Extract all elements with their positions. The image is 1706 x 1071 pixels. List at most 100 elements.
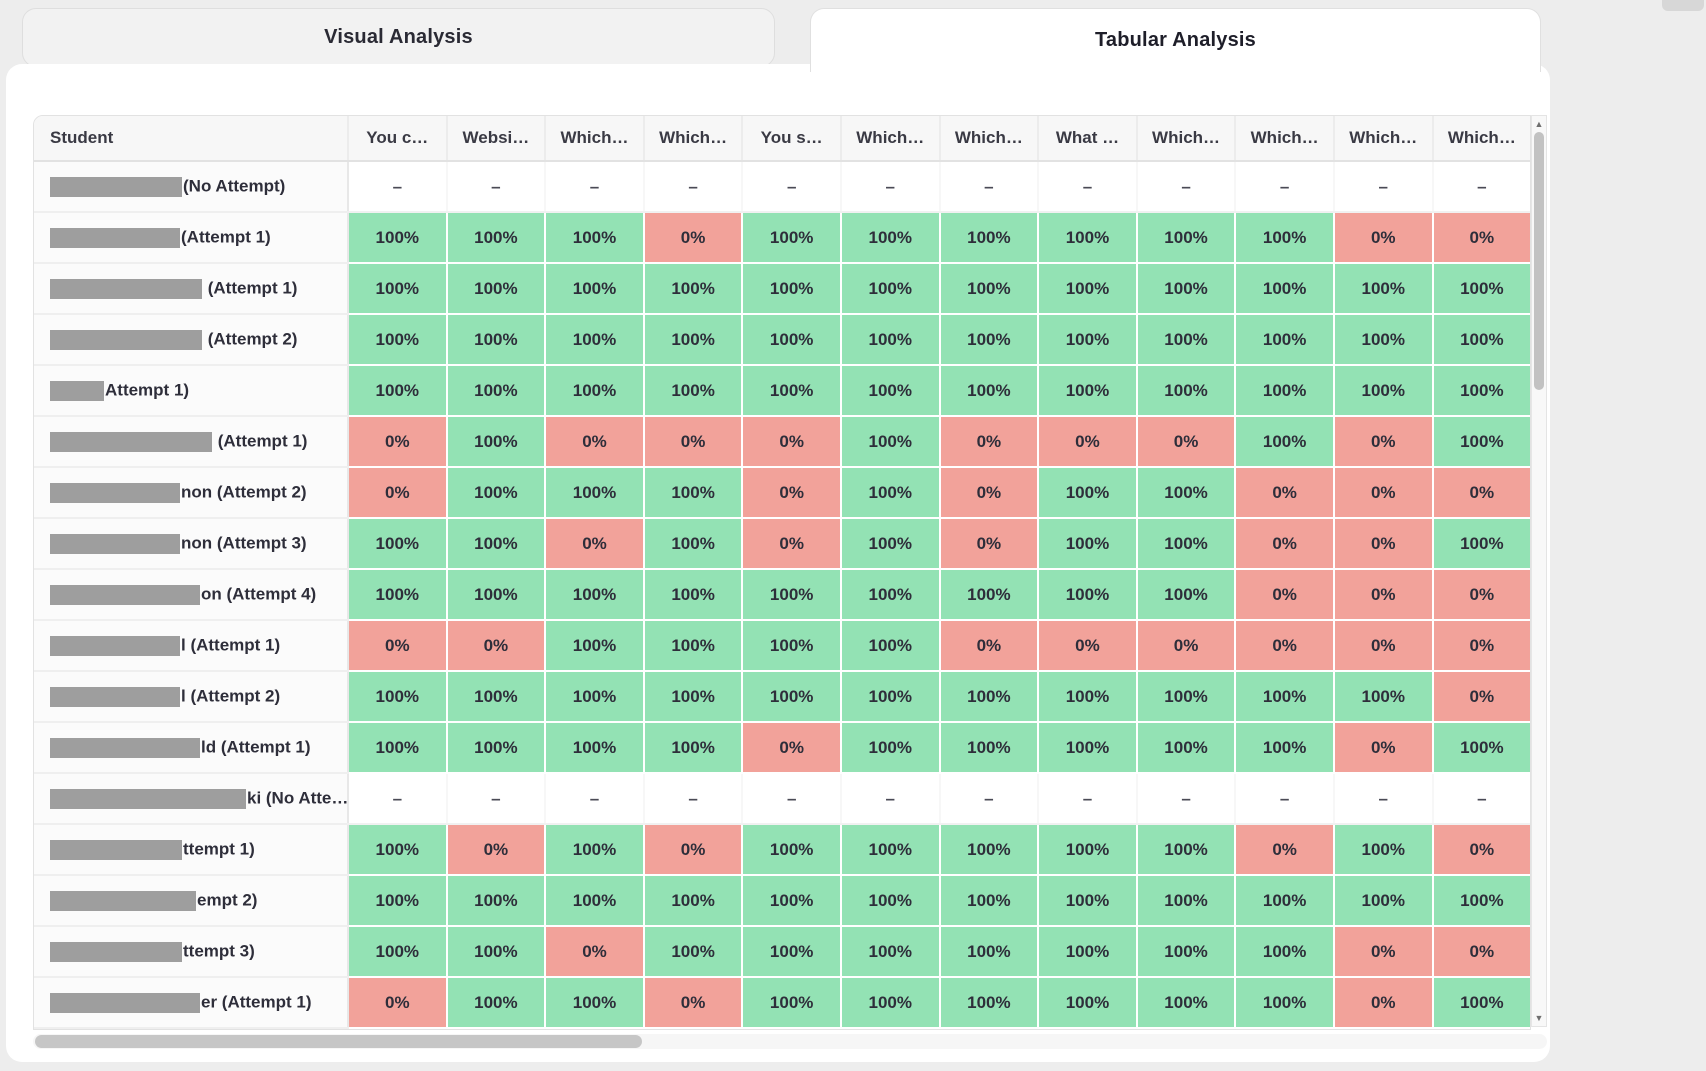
score-cell: 100% (1432, 518, 1530, 570)
score-cell: 0% (545, 518, 645, 570)
score-cell: – (545, 161, 645, 213)
score-cell: 100% (1136, 722, 1237, 774)
student-cell: ld (Attempt 1) (34, 722, 349, 774)
score-cell: 0% (1333, 977, 1434, 1029)
tab-visual-analysis[interactable]: Visual Analysis (22, 8, 775, 67)
score-cell: 100% (348, 569, 448, 621)
student-label: er (Attempt 1) (201, 992, 312, 1012)
score-cell: – (1235, 773, 1335, 825)
question-column-header: You c… (348, 116, 448, 162)
score-cell: 0% (1333, 518, 1434, 570)
score-cell: 100% (742, 977, 842, 1029)
score-cell: 0% (1235, 620, 1335, 672)
student-cell: l (Attempt 1) (34, 620, 349, 672)
score-cell: 100% (643, 926, 744, 978)
redaction-bar (50, 737, 200, 758)
score-cell: 0% (1333, 467, 1434, 519)
score-cell: 100% (939, 314, 1040, 366)
score-cell: 100% (939, 263, 1040, 315)
score-cell: 0% (545, 926, 645, 978)
scroll-up-arrow-icon[interactable]: ▲ (1534, 119, 1544, 129)
score-cell: 100% (1235, 212, 1335, 264)
horizontal-scrollbar[interactable] (33, 1034, 1547, 1049)
student-cell: Attempt 1) (34, 365, 349, 417)
score-cell: 100% (939, 365, 1040, 417)
student-cell: non (Attempt 2) (34, 467, 349, 519)
score-cell: 0% (1333, 620, 1434, 672)
horizontal-scrollbar-thumb[interactable] (35, 1035, 642, 1048)
score-cell: 100% (643, 875, 744, 927)
table-row: (Attempt 2) 100% 100% 100% 100% 100% 100% 100% 1… (34, 314, 1530, 366)
score-cell: 100% (742, 314, 842, 366)
score-cell: 100% (939, 875, 1040, 927)
score-cell: 100% (1235, 263, 1335, 315)
student-cell: (No Attempt) (34, 161, 349, 213)
student-label: ld (Attempt 1) (201, 737, 311, 757)
score-cell: 100% (348, 365, 448, 417)
score-cell: 100% (545, 314, 645, 366)
score-cell: 0% (939, 518, 1040, 570)
score-cell: 100% (1432, 263, 1530, 315)
vertical-scrollbar[interactable]: ▲ ▼ (1531, 115, 1547, 1027)
table-row: l (Attempt 2) 100% 100% 100% 100% 100% 100% 100… (34, 671, 1530, 723)
score-cell: 100% (742, 263, 842, 315)
score-cell: 100% (446, 212, 547, 264)
redaction-bar (50, 635, 180, 656)
vertical-scrollbar-thumb[interactable] (1534, 132, 1544, 390)
score-cell: 0% (348, 977, 448, 1029)
score-cell: 0% (1333, 569, 1434, 621)
score-cell: 100% (1136, 977, 1237, 1029)
score-cell: 100% (446, 722, 547, 774)
tab-tabular-analysis[interactable]: Tabular Analysis (810, 8, 1541, 72)
redaction-bar (50, 686, 180, 707)
student-label: Attempt 1) (105, 380, 190, 400)
results-table-wrap: Student You c… Websi… Which… Which… You s… Wh… (33, 115, 1531, 1030)
score-cell: 0% (643, 977, 744, 1029)
score-cell: – (446, 773, 547, 825)
score-cell: – (1136, 161, 1237, 213)
score-cell: 100% (939, 926, 1040, 978)
student-label: (Attempt 1) (181, 227, 271, 247)
student-label: ttempt 1) (183, 839, 255, 859)
score-cell: 100% (1432, 314, 1530, 366)
score-cell: 100% (1432, 977, 1530, 1029)
score-cell: 0% (1432, 671, 1530, 723)
score-cell: 100% (1038, 671, 1138, 723)
score-cell: 0% (1333, 416, 1434, 468)
score-cell: 100% (348, 212, 448, 264)
header-row: Student You c… Websi… Which… Which… You s… Wh… (34, 116, 1530, 162)
score-cell: – (742, 161, 842, 213)
score-cell: 100% (545, 722, 645, 774)
question-column-header: What … (1038, 116, 1138, 162)
score-cell: 100% (643, 722, 744, 774)
table-row: ttempt 3) 100% 100% 0% 100% 100% 100% 100% 100% 1… (34, 926, 1530, 978)
score-cell: 100% (1136, 875, 1237, 927)
student-cell: (Attempt 2) (34, 314, 349, 366)
score-cell: 100% (545, 620, 645, 672)
scroll-down-arrow-icon[interactable]: ▼ (1534, 1013, 1544, 1023)
score-cell: 100% (1333, 875, 1434, 927)
score-cell: 100% (1136, 263, 1237, 315)
score-cell: 100% (545, 263, 645, 315)
student-label: non (Attempt 2) (181, 482, 307, 502)
score-cell: 100% (348, 263, 448, 315)
window-corner-pill (1662, 0, 1704, 11)
score-cell: 100% (1235, 671, 1335, 723)
score-cell: 100% (1038, 467, 1138, 519)
score-cell: 100% (643, 467, 744, 519)
table-row: empt 2) 100% 100% 100% 100% 100% 100% 100% 100% 1… (34, 875, 1530, 927)
score-cell: 100% (1235, 875, 1335, 927)
score-cell: 0% (742, 416, 842, 468)
score-cell: 100% (840, 263, 941, 315)
score-cell: 100% (446, 926, 547, 978)
table-row: on (Attempt 4) 100% 100% 100% 100% 100% 100% 10… (34, 569, 1530, 621)
score-cell: 100% (545, 977, 645, 1029)
redaction-bar (50, 176, 182, 197)
score-cell: 0% (643, 212, 744, 264)
student-cell: l (Attempt 2) (34, 671, 349, 723)
score-cell: 100% (742, 569, 842, 621)
score-cell: 100% (1038, 977, 1138, 1029)
score-cell: 0% (348, 620, 448, 672)
score-cell: 0% (1235, 824, 1335, 876)
